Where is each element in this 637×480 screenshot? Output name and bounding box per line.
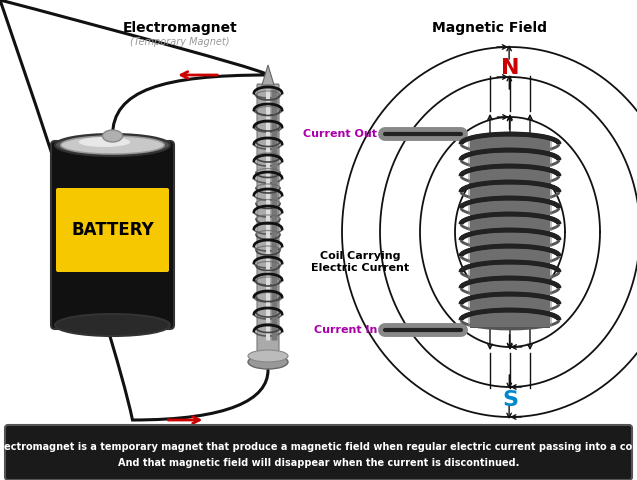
- Ellipse shape: [55, 314, 170, 336]
- Polygon shape: [262, 65, 274, 85]
- Text: S: S: [502, 390, 518, 410]
- FancyBboxPatch shape: [468, 185, 552, 199]
- Text: Magnetic Field: Magnetic Field: [433, 21, 547, 35]
- Text: Current Out: Current Out: [303, 129, 377, 139]
- FancyBboxPatch shape: [468, 265, 552, 279]
- FancyBboxPatch shape: [56, 188, 169, 272]
- Ellipse shape: [248, 355, 288, 369]
- Ellipse shape: [61, 136, 164, 154]
- Text: Current In: Current In: [313, 325, 377, 335]
- Ellipse shape: [248, 350, 288, 362]
- Text: Electromagnet is a temporary magnet that produce a magnetic field when regular e: Electromagnet is a temporary magnet that…: [0, 443, 637, 453]
- FancyBboxPatch shape: [468, 169, 552, 183]
- Ellipse shape: [78, 137, 131, 147]
- FancyBboxPatch shape: [271, 89, 278, 340]
- FancyBboxPatch shape: [468, 137, 552, 151]
- Text: And that magnetic field will disappear when the current is discontinued.: And that magnetic field will disappear w…: [118, 458, 519, 468]
- FancyBboxPatch shape: [51, 141, 174, 329]
- FancyBboxPatch shape: [468, 297, 552, 311]
- FancyBboxPatch shape: [468, 153, 552, 167]
- FancyBboxPatch shape: [468, 233, 552, 247]
- FancyBboxPatch shape: [257, 84, 279, 351]
- Text: (Temporary Magnet): (Temporary Magnet): [130, 37, 230, 47]
- FancyBboxPatch shape: [468, 217, 552, 231]
- FancyBboxPatch shape: [468, 249, 552, 263]
- FancyBboxPatch shape: [470, 136, 550, 328]
- Ellipse shape: [103, 130, 122, 142]
- Text: N: N: [501, 58, 519, 78]
- Text: Electromagnet: Electromagnet: [123, 21, 238, 35]
- Text: BATTERY: BATTERY: [71, 221, 154, 239]
- FancyBboxPatch shape: [468, 313, 552, 327]
- FancyBboxPatch shape: [266, 89, 270, 340]
- Ellipse shape: [55, 134, 170, 156]
- Text: Coil Carrying
Electric Current: Coil Carrying Electric Current: [311, 251, 409, 273]
- FancyBboxPatch shape: [468, 281, 552, 295]
- FancyBboxPatch shape: [5, 425, 632, 480]
- FancyBboxPatch shape: [468, 201, 552, 215]
